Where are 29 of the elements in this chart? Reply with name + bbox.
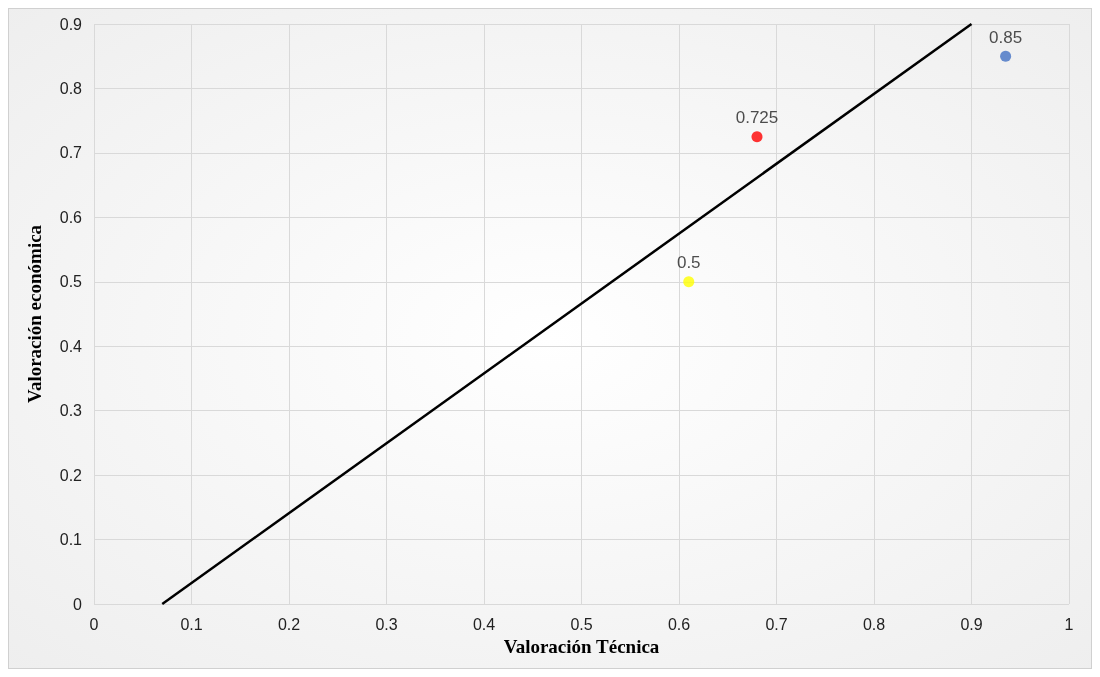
- x-tick-label: 1: [1064, 615, 1074, 633]
- x-tick-label: 0.9: [960, 615, 983, 633]
- y-tick-label: 0.9: [59, 15, 83, 33]
- x-tick-label: 0.1: [180, 615, 203, 633]
- data-label: 0.5: [676, 253, 701, 273]
- x-tick-label: 0.7: [765, 615, 788, 633]
- y-tick-label: 0.1: [59, 531, 83, 549]
- y-tick-label: 0.3: [59, 402, 83, 420]
- x-tick-label: 0.4: [472, 615, 496, 633]
- y-tick-label: 0.7: [59, 144, 83, 162]
- y-tick-label: 0.4: [59, 337, 83, 355]
- x-tick-label: 0.8: [862, 615, 886, 633]
- x-tick-label: 0.5: [570, 615, 593, 633]
- x-axis-title: Valoración Técnica: [503, 635, 660, 657]
- x-tick-label: 0: [89, 615, 99, 633]
- data-label: 0.85: [989, 27, 1023, 47]
- y-tick-label: 0.5: [59, 273, 83, 291]
- x-tick-label: 0.2: [277, 615, 301, 633]
- x-tick-label: 0.6: [667, 615, 691, 633]
- y-tick-label: 0: [73, 595, 83, 613]
- y-tick-label: 0.2: [59, 466, 83, 484]
- point: [683, 276, 695, 288]
- point: [751, 131, 763, 143]
- y-tick-label: 0.8: [59, 79, 83, 97]
- point: [1000, 50, 1012, 62]
- y-axis-title: Valoración económica: [24, 224, 45, 404]
- y-tick-label: 0.6: [59, 208, 83, 226]
- x-tick-label: 0.3: [375, 615, 398, 633]
- data-label: 0.725: [735, 108, 779, 128]
